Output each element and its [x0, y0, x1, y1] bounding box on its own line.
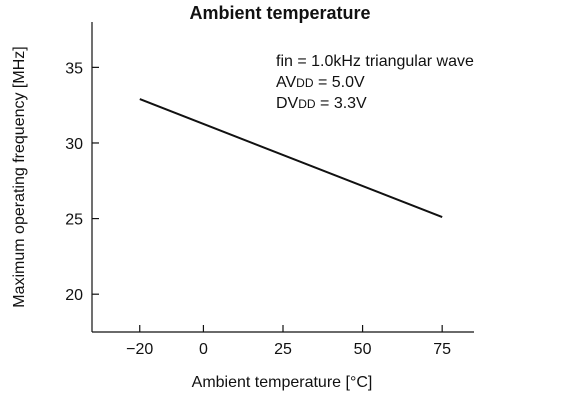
y-tick-label: 20	[65, 287, 83, 304]
series-line	[139, 98, 443, 219]
y-tick-label: 25	[65, 212, 83, 229]
x-tick-label: 25	[274, 341, 292, 358]
x-tick-label: −20	[126, 341, 153, 358]
annotation-text: DV	[276, 95, 299, 112]
annotation-subscript: DD	[298, 97, 316, 111]
annotation-line: DVDD = 3.3V	[276, 95, 367, 112]
x-ticks: −20 0 25 50 75	[126, 325, 451, 358]
annotation-value: = 3.3V	[316, 95, 367, 112]
x-tick-label: 75	[433, 341, 451, 358]
y-tick-label: 30	[65, 136, 83, 153]
annotation-subscript: DD	[296, 76, 314, 90]
annotation-line: AVDD = 5.0V	[276, 74, 365, 91]
x-tick-label: 50	[354, 341, 372, 358]
annotation-text: AV	[276, 74, 296, 91]
x-axis-label: Ambient temperature [°C]	[192, 374, 373, 391]
x-tick-label: 0	[199, 341, 208, 358]
chart-title: Ambient temperature	[189, 3, 370, 23]
y-ticks: 20 25 30 35	[65, 60, 99, 304]
annotation-value: = 5.0V	[314, 74, 365, 91]
annotation-text: fin = 1.0kHz triangular wave	[276, 53, 474, 70]
series-layer	[139, 98, 443, 219]
y-axis-label: Maximum operating frequency [MHz]	[11, 46, 28, 307]
y-tick-label: 35	[65, 60, 83, 77]
annotation-line: fin = 1.0kHz triangular wave	[276, 53, 474, 70]
